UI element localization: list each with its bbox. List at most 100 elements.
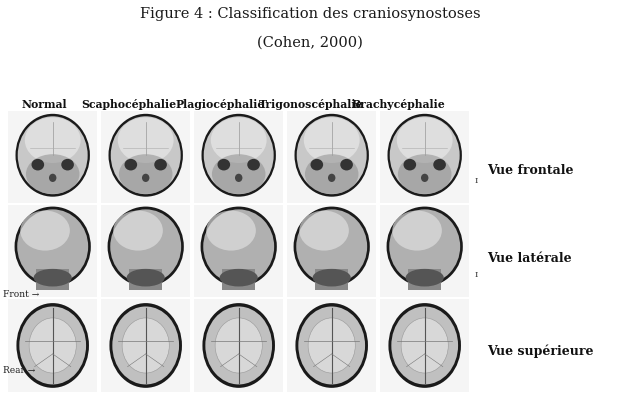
- Bar: [315, 269, 348, 290]
- Ellipse shape: [18, 116, 87, 194]
- Bar: [408, 269, 441, 290]
- Ellipse shape: [390, 116, 459, 194]
- Ellipse shape: [388, 303, 461, 388]
- Bar: [194, 299, 283, 392]
- Bar: [101, 205, 190, 297]
- Ellipse shape: [17, 209, 88, 284]
- Ellipse shape: [203, 209, 274, 284]
- Bar: [287, 205, 376, 297]
- Ellipse shape: [404, 159, 416, 170]
- Ellipse shape: [110, 209, 181, 284]
- Ellipse shape: [108, 207, 184, 287]
- Ellipse shape: [201, 207, 277, 287]
- Ellipse shape: [112, 307, 179, 385]
- Text: Brachycéphalie: Brachycéphalie: [351, 99, 445, 110]
- Ellipse shape: [293, 207, 370, 287]
- Bar: [8, 111, 97, 203]
- Ellipse shape: [26, 154, 79, 194]
- Ellipse shape: [297, 116, 366, 194]
- Text: Scaphocéphalie: Scaphocéphalie: [81, 99, 177, 110]
- Ellipse shape: [405, 269, 444, 286]
- Bar: [101, 299, 190, 392]
- Ellipse shape: [206, 211, 256, 251]
- Text: Plagiocéphalie: Plagiocéphalie: [175, 99, 265, 110]
- Ellipse shape: [33, 269, 72, 286]
- Bar: [222, 269, 255, 290]
- Bar: [36, 269, 69, 290]
- Ellipse shape: [126, 269, 165, 286]
- Ellipse shape: [391, 307, 458, 385]
- Ellipse shape: [202, 303, 275, 388]
- Ellipse shape: [247, 159, 260, 170]
- Ellipse shape: [119, 154, 172, 194]
- Ellipse shape: [433, 159, 446, 170]
- Text: Vue supérieure: Vue supérieure: [487, 345, 593, 358]
- Ellipse shape: [311, 159, 323, 170]
- Ellipse shape: [308, 318, 355, 373]
- Ellipse shape: [125, 159, 137, 170]
- Ellipse shape: [122, 318, 169, 373]
- Ellipse shape: [20, 211, 70, 251]
- Text: Normal: Normal: [22, 99, 68, 110]
- Ellipse shape: [218, 159, 230, 170]
- Ellipse shape: [154, 159, 167, 170]
- Ellipse shape: [294, 114, 369, 197]
- Ellipse shape: [387, 207, 463, 287]
- Text: Vue frontale: Vue frontale: [487, 164, 574, 177]
- Text: Figure 4 : Classification des craniosynostoses: Figure 4 : Classification des craniosyno…: [140, 8, 480, 21]
- Text: Trigonoscéphalie: Trigonoscéphalie: [259, 99, 363, 110]
- Ellipse shape: [215, 318, 262, 373]
- Text: Rear →: Rear →: [3, 366, 35, 375]
- Ellipse shape: [312, 269, 351, 286]
- Ellipse shape: [328, 174, 335, 182]
- Bar: [194, 111, 283, 203]
- Bar: [380, 111, 469, 203]
- Ellipse shape: [298, 307, 365, 385]
- Ellipse shape: [29, 318, 76, 373]
- Bar: [380, 299, 469, 392]
- Ellipse shape: [211, 117, 267, 163]
- Ellipse shape: [389, 209, 460, 284]
- Ellipse shape: [113, 211, 163, 251]
- Ellipse shape: [118, 117, 174, 163]
- Ellipse shape: [304, 117, 360, 163]
- Ellipse shape: [398, 154, 451, 194]
- Ellipse shape: [16, 114, 90, 197]
- Bar: [287, 111, 376, 203]
- Ellipse shape: [32, 159, 44, 170]
- Ellipse shape: [49, 174, 56, 182]
- Ellipse shape: [305, 154, 358, 194]
- Ellipse shape: [235, 174, 242, 182]
- Ellipse shape: [388, 114, 462, 197]
- Ellipse shape: [19, 307, 86, 385]
- Ellipse shape: [212, 154, 265, 194]
- Bar: [8, 205, 97, 297]
- Ellipse shape: [392, 211, 442, 251]
- Ellipse shape: [421, 174, 428, 182]
- Text: I: I: [474, 271, 477, 279]
- Ellipse shape: [16, 303, 89, 388]
- Bar: [194, 205, 283, 297]
- Text: Front →: Front →: [3, 290, 39, 299]
- Ellipse shape: [401, 318, 448, 373]
- Bar: [101, 111, 190, 203]
- Ellipse shape: [25, 117, 81, 163]
- Ellipse shape: [296, 209, 367, 284]
- Ellipse shape: [340, 159, 353, 170]
- Bar: [129, 269, 162, 290]
- Ellipse shape: [15, 207, 91, 287]
- Ellipse shape: [295, 303, 368, 388]
- Bar: [8, 299, 97, 392]
- Ellipse shape: [61, 159, 74, 170]
- Ellipse shape: [205, 307, 272, 385]
- Ellipse shape: [299, 211, 349, 251]
- Ellipse shape: [397, 117, 453, 163]
- Bar: [287, 299, 376, 392]
- Bar: [380, 205, 469, 297]
- Ellipse shape: [204, 116, 273, 194]
- Ellipse shape: [109, 303, 182, 388]
- Text: (Cohen, 2000): (Cohen, 2000): [257, 35, 363, 49]
- Ellipse shape: [111, 116, 180, 194]
- Ellipse shape: [142, 174, 149, 182]
- Ellipse shape: [202, 114, 276, 197]
